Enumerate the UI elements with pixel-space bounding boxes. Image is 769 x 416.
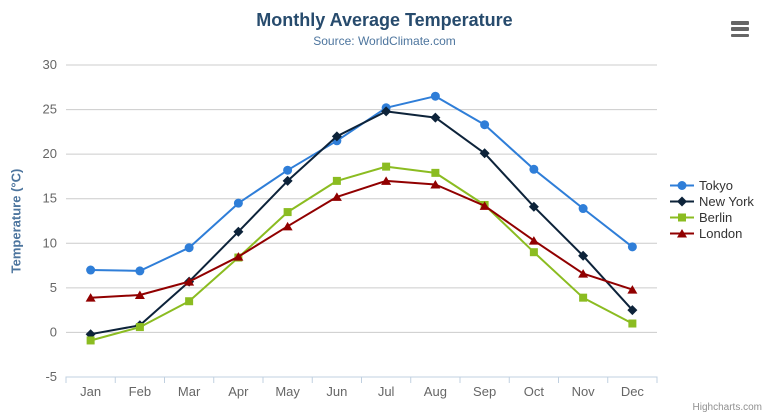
chart-subtitle: Source: WorldClimate.com (313, 34, 456, 48)
series-line-tokyo (89, 95, 634, 272)
legend-marker-circle-icon (670, 180, 694, 190)
y-axis-tick-label: 25 (43, 102, 57, 117)
hamburger-bar (731, 21, 749, 25)
x-axis-tick-label: Jun (326, 384, 347, 399)
data-point-tokyo[interactable] (184, 243, 194, 253)
legend-label: Tokyo (699, 177, 733, 193)
data-point-london[interactable] (430, 179, 441, 189)
export-menu-hamburger-icon[interactable] (731, 20, 751, 38)
data-point-new-york[interactable] (331, 131, 342, 142)
data-point-london[interactable] (85, 293, 96, 302)
series-line-berlin (89, 165, 634, 342)
data-point-tokyo[interactable] (233, 198, 243, 208)
legend-item-london[interactable]: London (670, 225, 754, 241)
data-point-london[interactable] (528, 236, 539, 245)
data-point-tokyo[interactable] (529, 164, 539, 174)
legend: Tokyo New York Berlin London (670, 177, 754, 241)
data-point-new-york[interactable] (528, 201, 539, 212)
y-axis-tick-label: 10 (43, 235, 57, 250)
data-point-new-york[interactable] (627, 305, 638, 316)
chart-title: Monthly Average Temperature (256, 10, 513, 30)
y-axis-tick-label: 20 (43, 146, 57, 161)
legend-item-tokyo[interactable]: Tokyo (670, 177, 754, 193)
data-point-tokyo[interactable] (135, 266, 145, 276)
data-point-new-york[interactable] (479, 148, 490, 159)
data-point-berlin[interactable] (86, 336, 95, 345)
data-point-new-york[interactable] (381, 106, 392, 117)
data-point-london[interactable] (233, 252, 244, 261)
data-point-berlin[interactable] (529, 248, 538, 257)
x-axis-tick-label: Nov (572, 384, 596, 399)
x-axis-tick-label: Feb (129, 384, 151, 399)
y-axis-tick-label: 5 (50, 280, 57, 295)
legend-label: London (699, 225, 743, 241)
data-point-new-york[interactable] (233, 226, 244, 237)
x-axis-tick-label: Jul (378, 384, 395, 399)
y-axis-title: Temperature (°C) (8, 168, 24, 274)
legend-item-new-york[interactable]: New York (670, 193, 754, 209)
x-axis-tick-label: Oct (524, 384, 545, 399)
data-point-tokyo[interactable] (430, 91, 440, 101)
data-point-berlin[interactable] (185, 297, 194, 306)
data-point-london[interactable] (184, 277, 195, 286)
data-point-london[interactable] (282, 221, 293, 231)
data-point-tokyo[interactable] (627, 242, 637, 252)
y-axis-tick-label: -5 (45, 369, 57, 384)
data-point-berlin[interactable] (579, 293, 588, 302)
x-axis-tick-label: May (275, 384, 300, 399)
x-axis-tick-label: Apr (228, 384, 249, 399)
data-point-berlin[interactable] (135, 323, 144, 332)
data-point-tokyo[interactable] (283, 165, 293, 175)
data-point-new-york[interactable] (578, 250, 589, 261)
legend-marker-diamond-icon (670, 196, 694, 206)
hamburger-bar (731, 33, 749, 37)
y-axis-tick-label: 15 (43, 191, 57, 206)
data-point-london[interactable] (381, 176, 392, 185)
legend-label: New York (699, 193, 754, 209)
data-point-london[interactable] (134, 290, 145, 299)
legend-marker-triangle-icon (670, 228, 694, 237)
series-line-london (89, 179, 634, 299)
data-point-tokyo[interactable] (480, 120, 490, 130)
data-point-london[interactable] (578, 269, 589, 278)
data-point-berlin[interactable] (283, 208, 292, 217)
x-axis-tick-label: Aug (424, 384, 447, 399)
data-point-berlin[interactable] (332, 176, 341, 185)
data-point-berlin[interactable] (431, 168, 440, 177)
data-point-london[interactable] (627, 285, 638, 294)
x-axis-tick-label: Dec (621, 384, 645, 399)
y-axis-tick-label: 0 (50, 324, 57, 339)
hamburger-bar (731, 27, 749, 31)
x-axis-tick-label: Mar (178, 384, 201, 399)
data-point-new-york[interactable] (430, 112, 441, 123)
data-point-tokyo[interactable] (578, 204, 588, 214)
legend-marker-square-icon (670, 213, 694, 221)
legend-label: Berlin (699, 209, 733, 225)
x-axis-tick-label: Jan (80, 384, 101, 399)
data-point-tokyo[interactable] (86, 265, 96, 275)
data-point-berlin[interactable] (382, 162, 391, 171)
series-line-new-york (89, 110, 634, 336)
legend-item-berlin[interactable]: Berlin (670, 209, 754, 225)
data-point-london[interactable] (479, 201, 490, 210)
data-point-berlin[interactable] (628, 319, 637, 328)
data-point-new-york[interactable] (282, 175, 293, 186)
data-point-london[interactable] (331, 192, 342, 201)
x-axis-tick-label: Sep (473, 384, 496, 399)
credits-link[interactable]: Highcharts.com (692, 402, 762, 413)
y-axis-tick-label: 30 (43, 57, 57, 72)
